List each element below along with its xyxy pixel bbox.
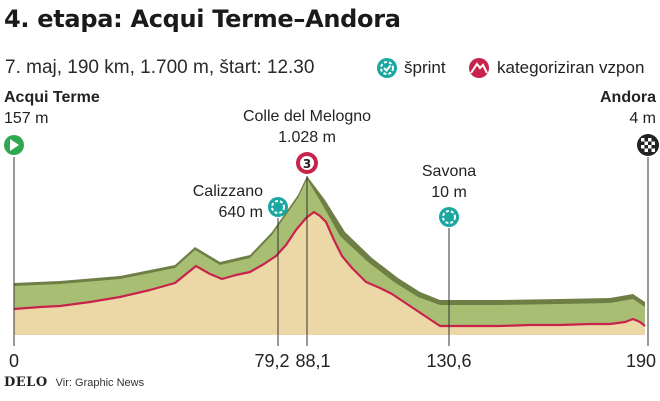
brand-logo: DELO [4,375,48,390]
x-tick-0: 0 [8,351,20,371]
climb-category: 3 [303,157,311,171]
calizzano-elevation: 640 m [218,204,263,221]
climb-icon [469,58,489,78]
start-elevation: 157 m [4,110,49,127]
finish-name: Andora [600,89,656,106]
melogno-name: Colle del Melogno [242,108,372,125]
x-tick-4: 190 [625,351,657,371]
x-tick-3: 130,6 [426,351,472,371]
legend-climb: kategoriziran vzpon [467,57,644,79]
savona-name: Savona [421,163,477,180]
finish-elevation: 4 m [629,110,656,127]
start-icon [4,135,24,155]
footer: DELO Vir: Graphic News [4,375,144,390]
savona-sprint-icon [439,207,459,227]
page-title: 4. etapa: Acqui Terme–Andora [4,5,401,33]
melogno-climb-icon: 3 [296,152,318,174]
finish-flag-icon [637,134,659,156]
terrain-front [14,212,645,335]
legend-climb-label: kategoriziran vzpon [497,58,645,77]
melogno-elevation: 1.028 m [278,129,336,146]
profile-line [13,210,646,328]
source-credit: Vir: Graphic News [55,377,145,389]
calizzano-name: Calizzano [192,183,263,200]
x-tick-2: 88,1 [295,351,331,371]
stage-info: 7. maj, 190 km, 1.700 m, štart: 12.30 [5,57,315,78]
sprint-icon [377,58,397,78]
start-name: Acqui Terme [4,89,100,106]
legend-sprint: šprint [376,57,446,79]
calizzano-sprint-icon [268,197,288,217]
savona-elevation: 10 m [431,184,467,201]
legend-sprint-label: šprint [404,58,446,77]
x-tick-1: 79,2 [254,351,290,371]
